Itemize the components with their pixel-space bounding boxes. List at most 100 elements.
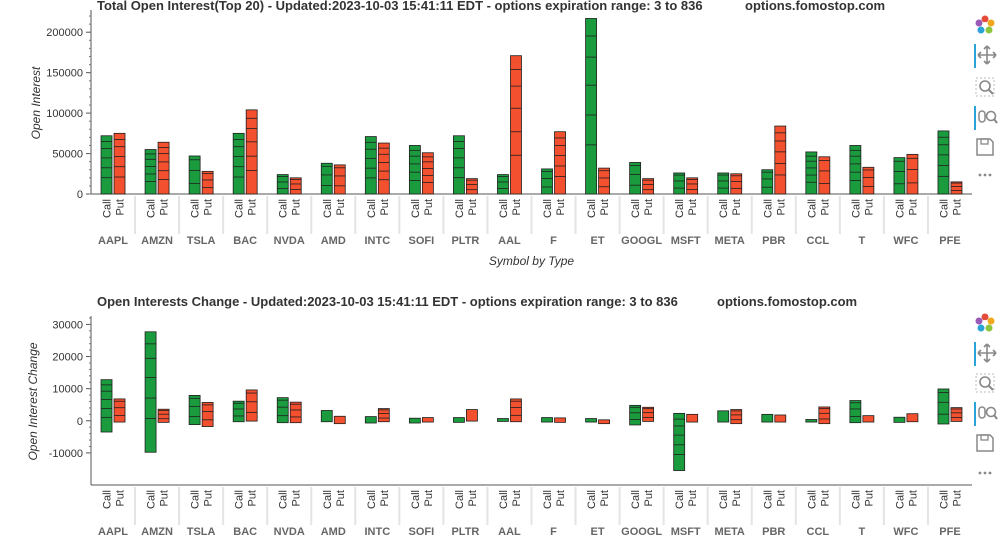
x-subcategory-label: Put (291, 490, 303, 507)
x-subcategory-label: Put (203, 199, 215, 216)
chart-title: Open Interests Change - Updated:2023-10-… (97, 294, 678, 309)
x-subcategory-label: Put (247, 490, 259, 507)
chart-title: Total Open Interest(Top 20) - Updated:20… (97, 0, 703, 13)
bar-call-meta (717, 172, 730, 195)
x-subcategory-label: Put (115, 490, 127, 507)
bar-call-wfc (893, 157, 906, 195)
bar-call-tsla (188, 394, 201, 426)
bar-call-aal (497, 174, 509, 195)
wheel-zoom-tool-icon[interactable] (974, 106, 1000, 130)
y-tick-label: 0 (77, 416, 83, 428)
wheel-zoom-tool-icon[interactable] (974, 402, 1000, 426)
x-category-label: TSLA (187, 526, 216, 538)
bar-put-pbr (774, 414, 787, 423)
x-subcategory-label: Call (278, 199, 290, 218)
x-subcategory-label: Call (542, 490, 554, 509)
bokeh-logo-icon[interactable] (974, 14, 998, 38)
x-subcategory-label: Put (907, 199, 919, 216)
bar-put-intc (377, 408, 390, 423)
x-subcategory-label: Put (951, 490, 963, 507)
bar-call-aapl (100, 379, 113, 433)
x-subcategory-label: Put (247, 199, 259, 216)
x-category-label: META (715, 235, 745, 247)
bar-call-amzn (144, 331, 157, 453)
x-subcategory-label: Call (190, 199, 202, 218)
x-subcategory-label: Call (410, 199, 422, 218)
bar-put-msft (686, 177, 699, 195)
x-subcategory-label: Call (146, 490, 158, 509)
x-subcategory-label: Put (467, 199, 479, 216)
x-category-label: PBR (762, 235, 785, 247)
x-subcategory-label: Put (907, 490, 919, 507)
x-category-label: INTC (364, 526, 390, 538)
y-tick-label: 200000 (46, 27, 83, 39)
bar-put-aal (510, 55, 522, 195)
x-subcategory-label: Put (599, 490, 611, 507)
x-category-label: NVDA (274, 235, 305, 247)
bar-call-t (849, 145, 862, 195)
y-tick-label: 20000 (52, 352, 83, 364)
x-subcategory-label: Call (894, 199, 906, 218)
x-subcategory-label: Call (234, 490, 246, 509)
chart-watermark: options.fomostop.com (745, 0, 885, 13)
bar-put-nvda (289, 401, 302, 424)
save-tool-icon[interactable] (974, 432, 998, 456)
x-category-label: AAPL (98, 235, 128, 247)
box-zoom-tool-icon[interactable] (974, 372, 998, 396)
pan-tool-icon[interactable] (974, 342, 1000, 366)
bar-put-ccl (818, 156, 831, 195)
x-subcategory-label: Put (775, 199, 787, 216)
more-tools-icon[interactable] (974, 164, 998, 188)
bar-call-amzn (144, 149, 157, 195)
x-category-label: AMZN (141, 526, 173, 538)
x-subcategory-label: Call (718, 199, 730, 218)
x-subcategory-label: Put (335, 199, 347, 216)
x-category-label: CCL (807, 235, 830, 247)
bar-call-f (541, 168, 553, 195)
x-subcategory-label: Put (599, 199, 611, 216)
x-category-label: WFC (893, 235, 918, 247)
pan-tool-icon[interactable] (974, 44, 1000, 68)
bar-call-wfc (893, 416, 906, 423)
bar-put-wfc (906, 153, 919, 195)
x-category-label: META (715, 526, 745, 538)
x-subcategory-label: Call (806, 199, 818, 218)
bokeh-logo-icon[interactable] (974, 312, 998, 336)
bar-put-googl (642, 406, 655, 422)
save-tool-icon[interactable] (974, 136, 998, 160)
bar-put-msft (686, 413, 699, 423)
bar-put-meta (730, 173, 743, 195)
x-subcategory-label: Put (775, 490, 787, 507)
x-subcategory-label: Put (863, 490, 875, 507)
x-subcategory-label: Call (938, 199, 950, 218)
bar-put-pfe (950, 181, 963, 195)
x-subcategory-label: Put (951, 199, 963, 216)
x-subcategory-label: Put (467, 490, 479, 507)
bar-call-pbr (761, 413, 774, 423)
x-category-label: PFE (939, 235, 960, 247)
bar-put-meta (730, 409, 743, 425)
x-category-label: NVDA (274, 526, 305, 538)
y-tick-label: 100000 (46, 108, 83, 120)
x-subcategory-label: Call (322, 199, 334, 218)
x-category-label: SOFI (409, 526, 435, 538)
box-zoom-tool-icon[interactable] (974, 76, 998, 100)
bar-call-pfe (937, 388, 950, 425)
bar-call-msft (673, 412, 686, 471)
x-subcategory-label: Put (291, 199, 303, 216)
bar-call-googl (629, 162, 642, 195)
bar-call-meta (717, 410, 730, 423)
bar-call-f (541, 417, 553, 423)
x-subcategory-label: Call (850, 199, 862, 218)
bar-put-amzn (157, 141, 170, 195)
bar-call-pbr (761, 169, 774, 195)
x-category-label: SOFI (409, 235, 435, 247)
x-subcategory-label: Call (454, 490, 466, 509)
x-category-label: ET (591, 526, 605, 538)
bar-put-aal (510, 398, 522, 423)
bar-call-pltr (453, 417, 465, 423)
x-category-label: MSFT (671, 526, 701, 538)
bar-put-sofi (421, 417, 434, 423)
bar-call-bac (232, 400, 245, 423)
more-tools-icon[interactable] (974, 462, 998, 486)
